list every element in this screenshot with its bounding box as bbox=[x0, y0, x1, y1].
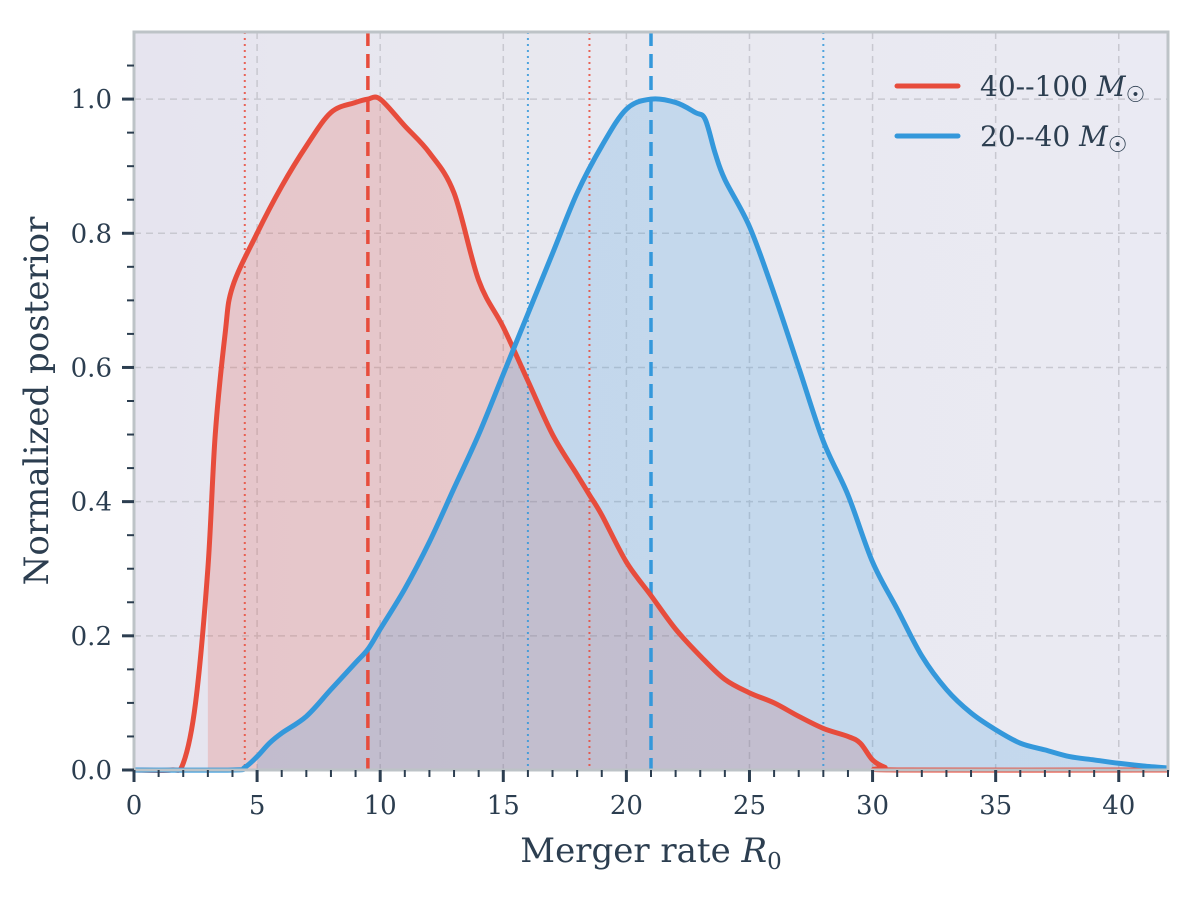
y-tick-label: 0.8 bbox=[71, 219, 112, 249]
y-axis-label: Normalized posterior bbox=[17, 216, 57, 585]
y-tick-label: 1.0 bbox=[71, 85, 112, 115]
fill-20-40 bbox=[257, 98, 1169, 771]
ticks bbox=[122, 64, 1169, 782]
y-tick-label: 0.2 bbox=[71, 622, 112, 652]
x-tick-label: 20 bbox=[610, 791, 643, 821]
x-tick-label: 15 bbox=[487, 791, 520, 821]
x-tick-label: 5 bbox=[249, 791, 266, 821]
y-tick-label: 0.0 bbox=[71, 756, 112, 786]
y-tick-label: 0.4 bbox=[71, 488, 112, 518]
fill-40-100 bbox=[207, 96, 1168, 771]
x-axis-label: Merger rate R0 bbox=[520, 831, 782, 875]
x-tick-label: 25 bbox=[733, 791, 766, 821]
x-tick-label: 0 bbox=[126, 791, 143, 821]
series-line-20-40 bbox=[133, 96, 1169, 773]
legend-label-40-100: 40--100 M☉ bbox=[980, 70, 1145, 108]
legend: 40--100 M☉ 20--40 M☉ bbox=[894, 70, 1145, 158]
x-tick-label: 10 bbox=[364, 791, 397, 821]
x-tick-label: 35 bbox=[979, 791, 1012, 821]
x-tick-label: 40 bbox=[1102, 791, 1135, 821]
series-lines bbox=[133, 94, 1169, 773]
reference-lines bbox=[243, 32, 825, 770]
fills bbox=[207, 96, 1169, 771]
legend-label-20-40: 20--40 M☉ bbox=[980, 120, 1128, 158]
y-tick-label: 0.6 bbox=[71, 353, 112, 383]
x-tick-label: 30 bbox=[856, 791, 889, 821]
